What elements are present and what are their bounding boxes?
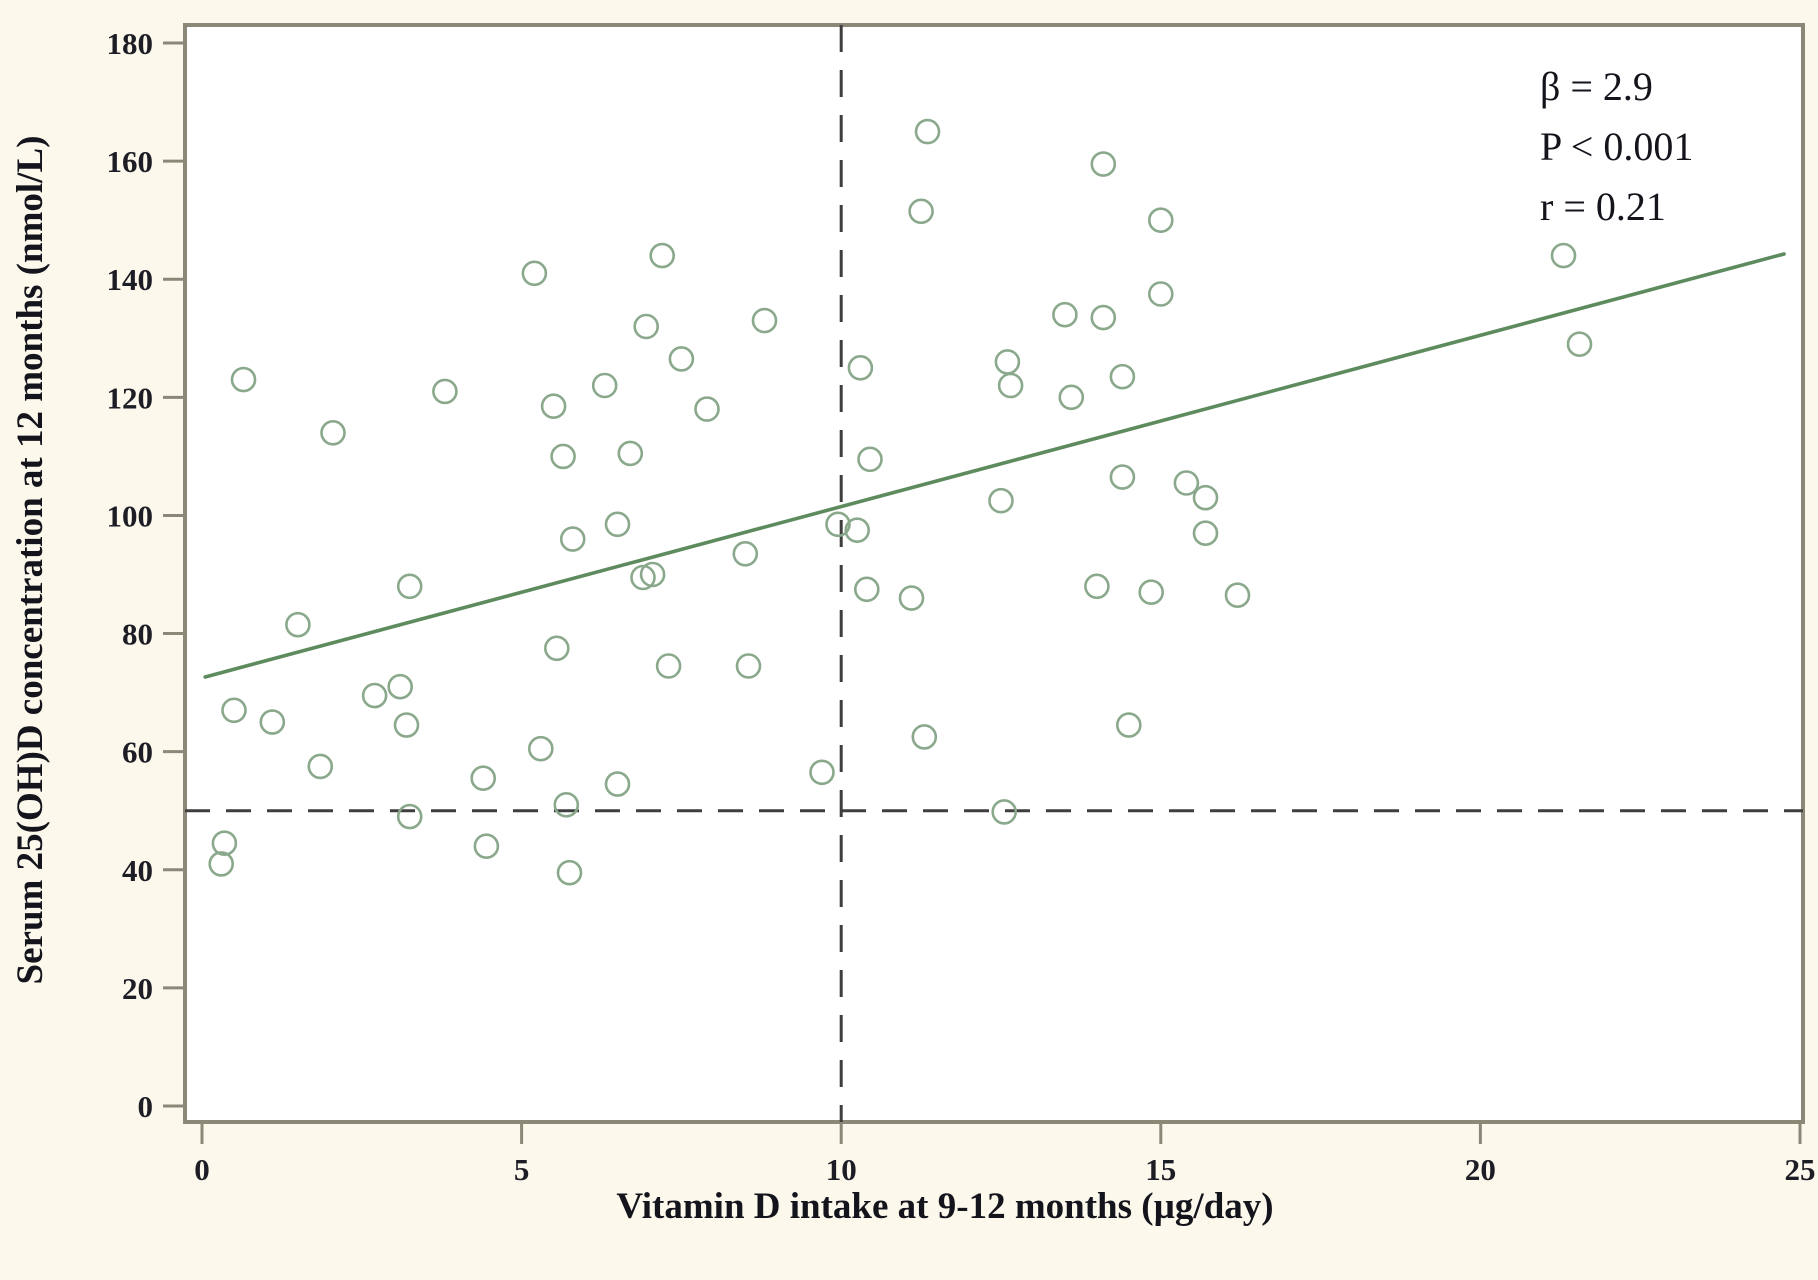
data-point: [668, 346, 695, 372]
regression-line: [203, 252, 1786, 679]
x-tick-label: 25: [1785, 1152, 1816, 1187]
data-point: [639, 561, 666, 588]
data-point: [230, 366, 257, 393]
data-point: [633, 313, 660, 340]
y-tick-label: 120: [107, 380, 154, 415]
data-point: [556, 859, 583, 886]
data-point: [908, 198, 934, 225]
data-point: [307, 753, 334, 780]
data-point: [396, 573, 423, 600]
x-tick-label: 20: [1465, 1152, 1496, 1187]
data-point: [617, 440, 644, 467]
stats-annotation: β = 2.9 P < 0.001 r = 0.21: [1540, 64, 1693, 229]
data-point: [1052, 301, 1078, 328]
y-tick-label: 100: [107, 498, 154, 533]
data-point: [396, 803, 423, 830]
y-tick-label: 180: [107, 26, 154, 61]
data-point: [259, 709, 286, 735]
data-point: [1058, 384, 1085, 411]
beta-value: β = 2.9: [1540, 64, 1653, 109]
data-point: [393, 712, 420, 738]
data-point: [521, 260, 548, 287]
axis-ticks: [163, 41, 1802, 1144]
x-tick-label: 5: [514, 1152, 530, 1187]
data-point: [211, 830, 238, 857]
data-point: [997, 372, 1024, 399]
data-point: [208, 851, 234, 877]
data-point: [844, 517, 871, 544]
axis-tick-labels: 0 5 10 15 20 25 0 20 40 60 80 100 120 140 160 180: [107, 26, 1816, 1187]
y-axis-title: Serum 25(OH)D concentration at 12 months…: [10, 136, 51, 985]
data-point: [732, 540, 759, 567]
y-tick-label: 20: [122, 971, 153, 1006]
data-point: [630, 564, 656, 591]
data-point: [553, 791, 580, 818]
data-point: [604, 771, 631, 797]
data-point: [1192, 484, 1219, 511]
plot-area: [183, 23, 1805, 1124]
data-point: [320, 419, 346, 446]
data-point: [1224, 582, 1251, 609]
data-point: [473, 833, 500, 860]
data-point: [809, 759, 835, 786]
data-point: [432, 378, 458, 405]
data-point: [550, 443, 576, 470]
data-point: [361, 682, 388, 709]
r-value: r = 0.21: [1540, 184, 1666, 229]
data-point: [1192, 520, 1219, 547]
data-point: [1109, 363, 1136, 390]
data-point: [914, 118, 941, 145]
trend-line: [203, 252, 1786, 679]
p-value: P < 0.001: [1540, 124, 1693, 169]
data-point: [649, 242, 676, 269]
x-tick-label: 10: [826, 1152, 857, 1187]
y-tick-label: 140: [107, 262, 154, 297]
data-points: [208, 118, 1593, 886]
data-point: [221, 697, 247, 724]
data-point: [1148, 207, 1174, 233]
data-point: [527, 735, 554, 762]
data-point: [1116, 712, 1142, 738]
y-tick-label: 160: [107, 144, 154, 179]
data-point: [991, 799, 1018, 825]
data-point: [1148, 281, 1174, 307]
data-point: [1090, 304, 1117, 331]
data-point: [1566, 331, 1593, 358]
data-point: [735, 653, 762, 679]
data-point: [387, 673, 414, 700]
data-point: [1550, 242, 1577, 269]
data-point: [1173, 470, 1200, 496]
data-point: [543, 635, 570, 662]
y-tick-label: 40: [122, 853, 153, 888]
data-point: [988, 487, 1014, 514]
y-tick-label: 80: [122, 617, 153, 652]
data-point: [911, 724, 938, 750]
x-tick-label: 15: [1145, 1152, 1176, 1187]
data-point: [825, 511, 851, 538]
data-point: [1138, 579, 1164, 606]
data-point: [751, 307, 778, 334]
y-tick-label: 0: [138, 1089, 154, 1124]
data-point: [898, 585, 925, 611]
data-point: [470, 765, 497, 792]
data-point: [1109, 464, 1136, 490]
data-point: [655, 653, 682, 679]
data-point: [285, 611, 311, 638]
data-point: [1084, 573, 1110, 600]
data-point: [540, 393, 567, 420]
data-point: [604, 511, 631, 538]
x-tick-label: 0: [194, 1152, 210, 1187]
data-point: [857, 446, 883, 473]
x-axis-title: Vitamin D intake at 9-12 months (µg/day): [616, 1186, 1273, 1227]
y-tick-label: 60: [122, 735, 153, 770]
reference-lines: [185, 25, 1803, 1122]
data-point: [1090, 151, 1117, 177]
data-point: [591, 372, 618, 399]
data-point: [559, 526, 586, 552]
data-point: [853, 576, 880, 603]
data-point: [694, 396, 720, 422]
data-point: [847, 354, 874, 381]
